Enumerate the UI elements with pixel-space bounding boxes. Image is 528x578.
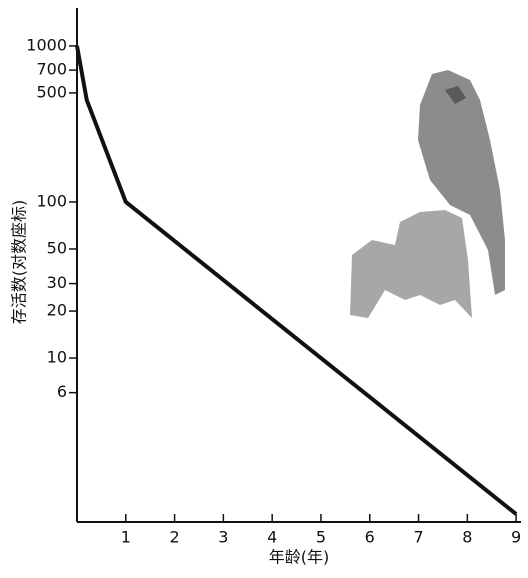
x-tick-label: 3 [218,528,228,547]
x-tick-label: 8 [462,528,472,547]
x-tick-label: 7 [413,528,423,547]
x-tick-label: 1 [121,528,131,547]
y-tick-label: 50 [47,238,67,257]
y-tick-label: 100 [36,191,67,210]
y-tick-label: 20 [47,301,67,320]
bird-illustration [350,70,505,318]
x-axis-label: 年龄(年) [269,548,330,567]
y-tick-label: 30 [47,273,67,292]
y-tick-label: 6 [57,382,67,401]
x-tick-label: 9 [511,528,521,547]
x-tick-label: 5 [316,528,326,547]
y-tick-label: 1000 [26,35,67,54]
y-tick-label: 500 [36,82,67,101]
y-tick-label: 10 [47,348,67,367]
x-tick-label: 2 [169,528,179,547]
x-tick-label: 6 [365,528,375,547]
x-tick-label: 4 [267,528,277,547]
y-tick-label: 700 [36,60,67,79]
survival-line [75,45,518,516]
y-axis-label: 存活数(对数座标) [10,200,29,325]
